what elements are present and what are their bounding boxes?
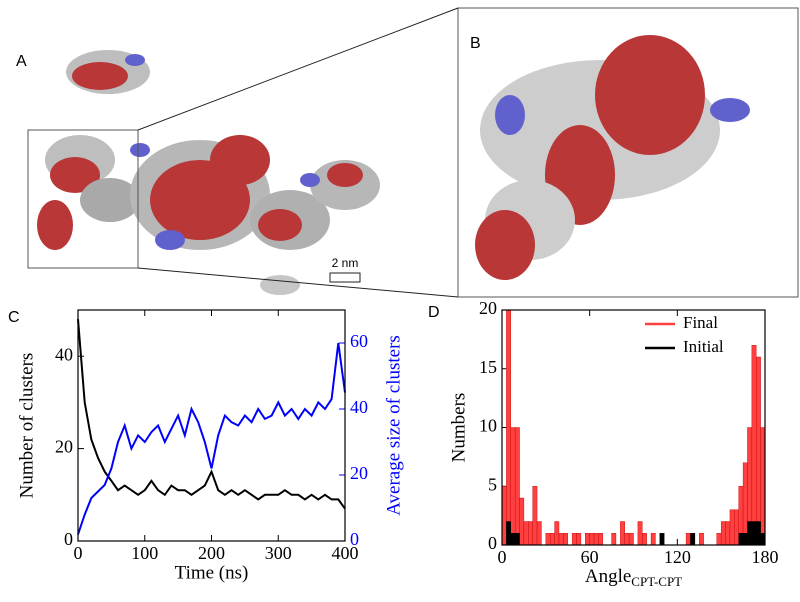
histogram-bar bbox=[536, 521, 542, 546]
histogram-bar bbox=[624, 533, 630, 546]
histogram-bar bbox=[585, 533, 590, 546]
x-tick-label: 400 bbox=[332, 543, 359, 563]
histogram-bar bbox=[637, 521, 643, 546]
y2-tick-label: 20 bbox=[350, 463, 368, 483]
histogram-bar bbox=[519, 497, 525, 546]
histogram-bar bbox=[506, 521, 511, 546]
x-tick-label: 180 bbox=[752, 547, 779, 567]
histogram-bar bbox=[729, 509, 735, 546]
histogram-bar bbox=[571, 533, 577, 546]
histogram-bar bbox=[760, 533, 766, 546]
histogram-bar bbox=[598, 533, 604, 546]
histogram-bar bbox=[589, 533, 595, 546]
x-axis-label-subscript: CPT-CPT bbox=[631, 574, 682, 589]
histogram-bar bbox=[628, 533, 634, 546]
histogram-bar bbox=[510, 533, 516, 546]
x-axis-label: AngleCPT-CPT bbox=[585, 566, 682, 589]
y-tick-label: 0 bbox=[488, 533, 497, 553]
x-tick-label: 300 bbox=[265, 543, 292, 563]
y2-tick-label: 0 bbox=[350, 529, 359, 549]
legend-label: Final bbox=[683, 313, 718, 332]
x-tick-label: 60 bbox=[581, 547, 599, 567]
histogram-bar bbox=[532, 486, 538, 546]
legend-label: Initial bbox=[683, 337, 724, 356]
histogram-bar bbox=[593, 533, 599, 546]
data-line bbox=[77, 319, 346, 510]
histogram-bar bbox=[690, 533, 696, 546]
panel-label: A bbox=[16, 53, 27, 70]
y-tick-label: 20 bbox=[479, 298, 497, 318]
plot-frame bbox=[77, 309, 346, 542]
histogram-bar bbox=[751, 521, 757, 546]
histogram-bar bbox=[528, 521, 533, 546]
data-line bbox=[77, 342, 346, 535]
histogram-bar bbox=[751, 345, 757, 546]
histogram-bar bbox=[738, 533, 744, 546]
y-tick-label: 5 bbox=[488, 474, 497, 494]
y2-tick-label: 60 bbox=[350, 331, 368, 351]
histogram-bar bbox=[510, 427, 516, 546]
y-tick-label: 40 bbox=[55, 344, 73, 364]
histogram-bar bbox=[742, 462, 748, 546]
scale-bar-label: 2 nm bbox=[332, 256, 359, 270]
histogram-bar bbox=[611, 533, 617, 546]
y-tick-label: 15 bbox=[479, 357, 497, 377]
x-tick-label: 100 bbox=[131, 543, 158, 563]
x-axis-label: Time (ns) bbox=[175, 562, 249, 583]
x-tick-label: 200 bbox=[198, 543, 225, 563]
histogram-bar bbox=[642, 533, 647, 546]
histogram-bar bbox=[514, 427, 520, 546]
histogram-bar bbox=[734, 509, 739, 546]
plot-frame bbox=[501, 309, 766, 546]
histogram-bar bbox=[550, 533, 555, 546]
y-axis-label: Number of clusters bbox=[16, 353, 37, 499]
histogram-bar bbox=[554, 521, 560, 546]
y-tick-label: 10 bbox=[479, 416, 497, 436]
y-tick-label: 20 bbox=[55, 437, 73, 457]
y2-axis-label: Average size of clusters bbox=[383, 335, 404, 516]
histogram-bar bbox=[747, 521, 753, 546]
x-tick-label: 0 bbox=[74, 543, 83, 563]
x-tick-label: 0 bbox=[498, 547, 507, 567]
histogram-bar bbox=[514, 533, 520, 546]
histogram-bar bbox=[558, 533, 564, 546]
histogram-bar bbox=[563, 533, 568, 546]
histogram-bar bbox=[523, 521, 529, 546]
histogram-bar bbox=[659, 533, 665, 546]
histogram-bar bbox=[742, 533, 748, 546]
histogram-bar bbox=[756, 356, 761, 546]
histogram-bar bbox=[716, 533, 722, 546]
histogram-bar bbox=[506, 309, 511, 546]
panel-label: C bbox=[8, 309, 20, 326]
histogram-bar bbox=[756, 521, 761, 546]
histogram-bar bbox=[620, 521, 625, 546]
histogram-bar bbox=[720, 521, 726, 546]
histogram-bar bbox=[760, 427, 766, 546]
y2-tick-label: 40 bbox=[350, 397, 368, 417]
histogram-bar bbox=[725, 521, 731, 546]
x-axis-label-main: Angle bbox=[585, 566, 631, 587]
y-axis-label: Numbers bbox=[448, 393, 469, 463]
panel-label: D bbox=[428, 304, 440, 321]
histogram-bar bbox=[545, 533, 551, 546]
y-tick-label: 0 bbox=[64, 529, 73, 549]
histogram-bar bbox=[576, 533, 582, 546]
histogram-bar bbox=[699, 533, 704, 546]
panel-label: B bbox=[470, 35, 481, 52]
histogram-bar bbox=[685, 533, 691, 546]
molecule-render bbox=[27, 7, 799, 298]
histogram-bar bbox=[650, 533, 656, 546]
histogram-bar bbox=[501, 486, 507, 546]
x-tick-label: 120 bbox=[664, 547, 691, 567]
